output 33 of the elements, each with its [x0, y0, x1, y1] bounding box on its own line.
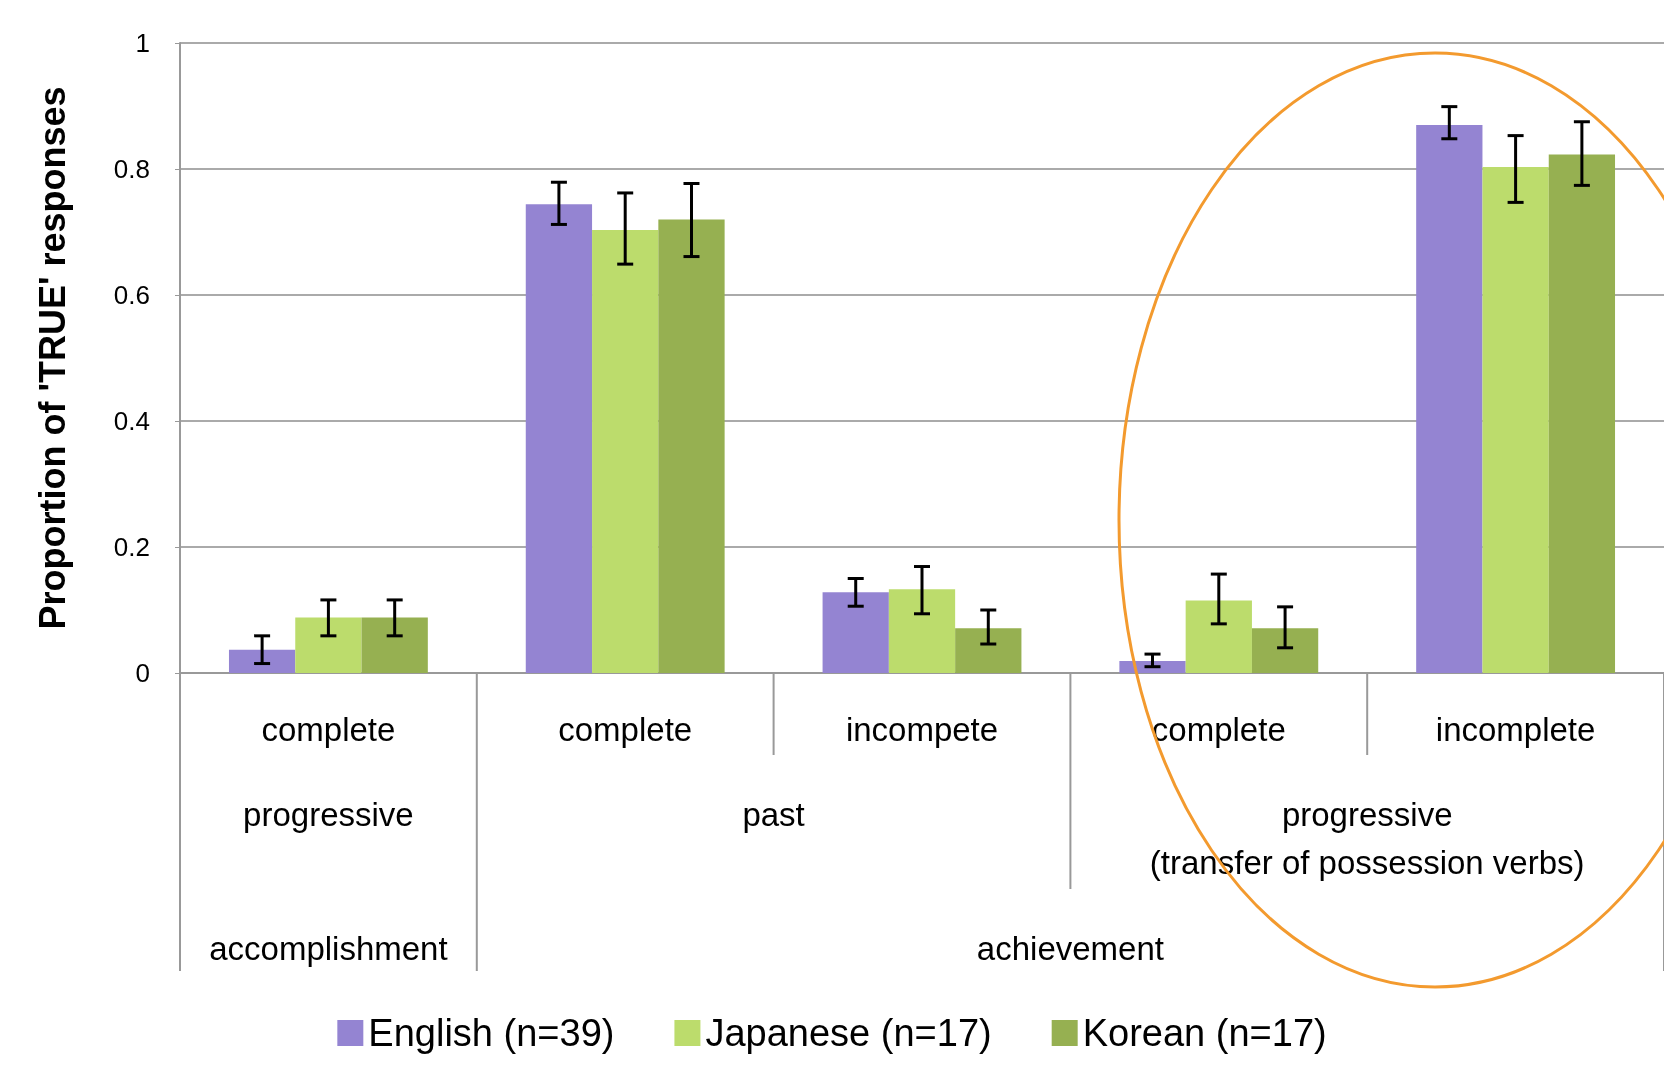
x-tick-label: complete: [1151, 711, 1286, 748]
x-tick-label: incomplete: [1435, 711, 1596, 748]
bar: [1548, 154, 1616, 673]
bar: [822, 592, 889, 673]
bar: [1185, 600, 1252, 673]
x-tick-label: complete: [558, 711, 693, 748]
text: progressive: [243, 795, 414, 833]
bar: [955, 628, 1022, 673]
y-tick-label: 0.6: [113, 280, 150, 310]
y-tick-label: 0.2: [113, 532, 150, 562]
legend-label: Korean (n=17): [1082, 1012, 1327, 1054]
text: accomplishment: [209, 929, 448, 967]
bar: [1482, 167, 1549, 673]
y-tick-label: 0.4: [113, 406, 150, 436]
bar: [1416, 124, 1483, 673]
x-tick-label: incompete: [845, 711, 999, 748]
y-tick-label: 0.8: [113, 154, 150, 184]
text: achievement: [976, 929, 1164, 967]
bar: [525, 204, 593, 673]
bar: [658, 219, 725, 673]
bar: [1251, 628, 1319, 673]
y-axis-title: Proportion of 'TRUE' responses: [31, 86, 73, 630]
y-tick-label: 0: [135, 658, 150, 688]
y-tick-label: 1: [135, 28, 150, 58]
bar: [592, 230, 659, 673]
bar: [295, 617, 362, 673]
legend-label: Japanese (n=17): [705, 1012, 992, 1054]
legend-label: English (n=39): [368, 1012, 615, 1054]
text: past: [742, 795, 805, 833]
bar: [228, 649, 296, 673]
bar: [888, 589, 956, 673]
bar: [361, 617, 428, 673]
x-tick-label: complete: [261, 711, 396, 748]
